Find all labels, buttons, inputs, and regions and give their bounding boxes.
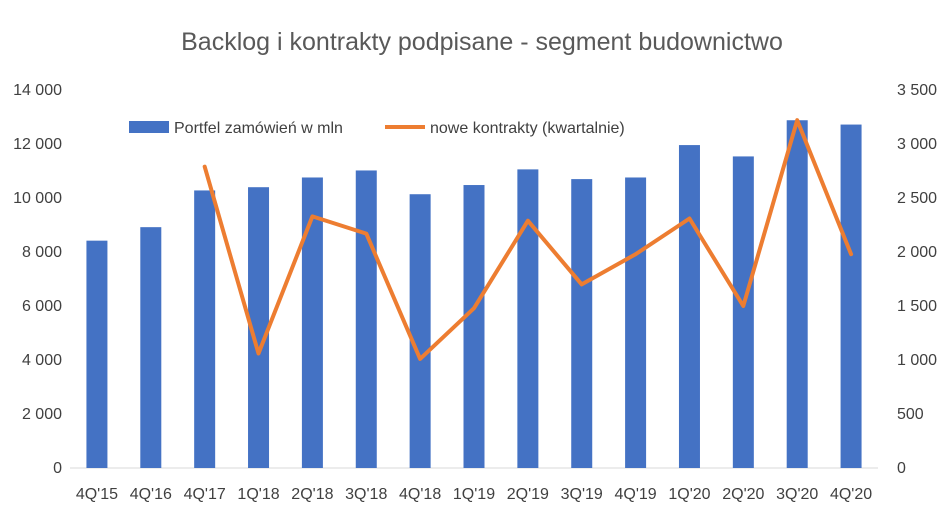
left-tick-label: 6 000 (22, 298, 62, 315)
x-tick-label: 4Q'15 (76, 486, 118, 503)
right-tick-label: 2 500 (897, 190, 937, 207)
bar (463, 185, 485, 469)
right-tick-label: 1 000 (897, 352, 937, 369)
legend: Portfel zamówień w mln nowe kontrakty (k… (129, 120, 625, 137)
x-tick-label: 4Q'19 (614, 486, 656, 503)
x-tick-label: 1Q'20 (668, 486, 710, 503)
x-tick-label: 4Q'16 (130, 486, 172, 503)
right-tick-label: 3 000 (897, 136, 937, 153)
bar (786, 120, 808, 469)
legend-swatch-bar (129, 121, 169, 133)
bar (625, 177, 647, 469)
bar (840, 124, 862, 468)
right-tick-label: 3 500 (897, 82, 937, 99)
left-tick-label: 0 (53, 460, 62, 477)
x-tick-label: 3Q'18 (345, 486, 387, 503)
bar (678, 145, 700, 468)
left-tick-label: 4 000 (22, 352, 62, 369)
bar (732, 156, 754, 469)
bar (194, 190, 216, 468)
bar (571, 179, 593, 468)
bar (355, 170, 377, 468)
left-axis-ticks: 0 2 000 4 000 6 000 8 000 10 000 12 000 14 000 (13, 82, 62, 477)
right-tick-label: 1 500 (897, 298, 937, 315)
left-tick-label: 8 000 (22, 244, 62, 261)
chart-title: Backlog i kontrakty podpisane - segment … (181, 28, 783, 56)
x-tick-label: 4Q'17 (184, 486, 226, 503)
right-tick-label: 0 (897, 460, 906, 477)
right-axis-ticks: 0 500 1 000 1 500 2 000 2 500 3 000 3 500 (897, 82, 937, 477)
x-tick-label: 2Q'18 (291, 486, 333, 503)
line-series (202, 118, 854, 361)
right-tick-label: 2 000 (897, 244, 937, 261)
legend-label-line: nowe kontrakty (kwartalnie) (430, 120, 625, 137)
bar (517, 169, 539, 468)
legend-label-bar: Portfel zamówień w mln (174, 120, 343, 137)
x-tick-label: 3Q'19 (561, 486, 603, 503)
left-tick-label: 12 000 (13, 136, 62, 153)
x-tick-label: 1Q'19 (453, 486, 495, 503)
bar (301, 177, 323, 469)
x-tick-label: 3Q'20 (776, 486, 818, 503)
right-tick-label: 500 (897, 406, 924, 423)
bar (248, 187, 270, 468)
x-tick-label: 1Q'18 (237, 486, 279, 503)
x-tick-label: 2Q'19 (507, 486, 549, 503)
bar (409, 194, 431, 468)
bar (86, 240, 108, 468)
x-axis-ticks: 4Q'15 4Q'16 4Q'17 1Q'18 2Q'18 3Q'18 4Q'18 1Q'19… (76, 486, 872, 503)
left-tick-label: 14 000 (13, 82, 62, 99)
bar-series (86, 120, 862, 469)
left-tick-label: 2 000 (22, 406, 62, 423)
x-tick-label: 2Q'20 (722, 486, 764, 503)
left-tick-label: 10 000 (13, 190, 62, 207)
bar (140, 227, 162, 468)
x-tick-label: 4Q'20 (830, 486, 872, 503)
x-tick-label: 4Q'18 (399, 486, 441, 503)
